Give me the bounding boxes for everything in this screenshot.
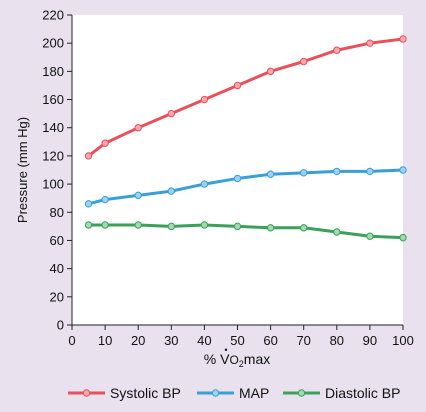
data-point-map (200, 180, 209, 188)
data-point-map (233, 174, 242, 183)
data-point-systolic-bp (266, 67, 275, 76)
data-point-diastolic-bp (134, 221, 142, 229)
x-tick-label: 10 (98, 333, 112, 348)
data-point-diastolic-bp (366, 232, 374, 240)
series-lines (84, 35, 407, 242)
data-point-map (101, 195, 109, 204)
y-tick-label: 0 (57, 318, 64, 333)
legend: Systolic BP MAP Diastolic BP (68, 385, 400, 401)
y-tick-label: 100 (42, 177, 64, 192)
data-point-diastolic-bp (200, 221, 209, 229)
y-tick-label: 160 (42, 92, 64, 107)
y-tick-label: 120 (42, 148, 64, 163)
legend-label-systolic-bp: Systolic BP (110, 385, 181, 401)
x-tick-label: 60 (263, 333, 277, 348)
y-tick-label: 80 (50, 205, 64, 220)
axes: 0 20 40 60 80 100 120 140 160 180 200 220 0 10 20 30 40 5… (42, 8, 414, 349)
x-tick-label: 0 (68, 333, 75, 348)
data-point-systolic-bp (84, 152, 93, 160)
x-tick-label: 30 (164, 333, 178, 348)
x-tick-label: 40 (197, 333, 211, 348)
y-tick-label: 220 (42, 8, 64, 23)
data-point-diastolic-bp (399, 233, 407, 242)
data-point-map (84, 200, 93, 208)
data-point-map (366, 167, 374, 176)
data-point-map (399, 166, 407, 174)
data-point-diastolic-bp (101, 221, 109, 229)
legend-label-diastolic-bp: Diastolic BP (325, 385, 400, 401)
y-tick-label: 40 (50, 261, 64, 276)
data-point-map (266, 170, 275, 178)
data-point-systolic-bp (300, 57, 308, 66)
x-axis-label-dot: • (224, 345, 227, 355)
data-point-systolic-bp (366, 39, 374, 47)
series-diastolic-bp (84, 221, 407, 242)
legend-item-diastolic-bp: Diastolic BP (283, 385, 400, 401)
y-tick-label: 60 (50, 233, 64, 248)
x-tick-label: 90 (363, 333, 377, 348)
data-point-systolic-bp (134, 124, 142, 132)
x-tick-label: 100 (392, 333, 414, 348)
data-point-systolic-bp (167, 109, 176, 118)
x-tick-label: 70 (296, 333, 310, 348)
x-tick-label: 50 (230, 333, 244, 348)
data-point-systolic-bp (399, 35, 407, 43)
legend-item-systolic-bp: Systolic BP (68, 385, 181, 401)
data-point-diastolic-bp (266, 224, 275, 232)
legend-marker-map (211, 389, 220, 397)
x-axis-label: % VO2max (204, 351, 271, 369)
y-tick-label: 200 (42, 36, 64, 51)
data-point-systolic-bp (200, 95, 209, 104)
y-axis-label: Pressure (mm Hg) (15, 117, 30, 223)
legend-marker-systolic-bp (82, 389, 91, 397)
x-tick-label: 80 (330, 333, 344, 348)
data-point-diastolic-bp (300, 224, 308, 232)
data-point-systolic-bp (101, 139, 109, 147)
data-point-map (333, 167, 341, 176)
x-tick-label: 20 (131, 333, 145, 348)
data-point-systolic-bp (233, 81, 242, 90)
data-point-map (134, 191, 142, 200)
data-point-systolic-bp (333, 46, 341, 54)
series-map (84, 166, 407, 208)
legend-item-map: MAP (197, 385, 269, 401)
data-point-map (167, 187, 176, 195)
data-point-diastolic-bp (333, 228, 341, 236)
y-tick-label: 180 (42, 64, 64, 79)
y-tick-label: 20 (50, 289, 64, 304)
legend-marker-diastolic-bp (297, 389, 306, 397)
data-point-map (300, 169, 308, 177)
legend-label-map: MAP (239, 385, 269, 401)
y-tick-label: 140 (42, 120, 64, 135)
data-point-diastolic-bp (233, 222, 242, 231)
data-point-diastolic-bp (84, 221, 93, 229)
data-point-diastolic-bp (167, 222, 176, 231)
series-systolic-bp (84, 35, 407, 160)
